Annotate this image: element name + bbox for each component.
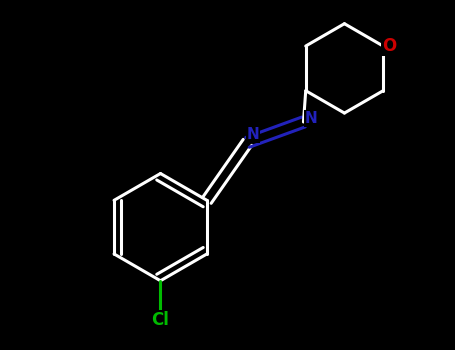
Text: O: O <box>382 37 396 55</box>
Text: Cl: Cl <box>152 311 169 329</box>
Text: N: N <box>246 127 259 142</box>
Text: N: N <box>304 111 317 126</box>
